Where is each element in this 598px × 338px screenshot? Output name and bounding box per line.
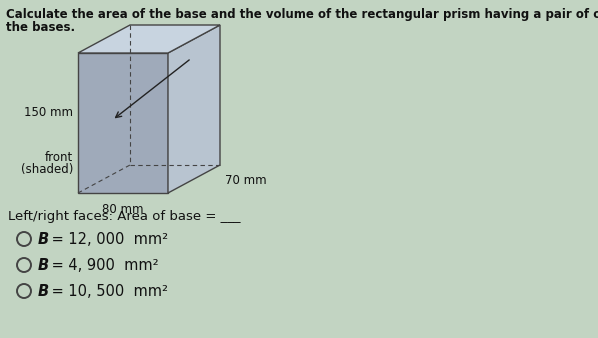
Text: B: B [38,284,49,298]
Text: B: B [38,232,49,246]
Polygon shape [78,25,220,53]
Text: the bases.: the bases. [6,21,75,34]
Text: 70 mm: 70 mm [225,173,267,187]
Polygon shape [78,53,168,193]
Text: Left/right faces: Area of base = ___: Left/right faces: Area of base = ___ [8,210,240,223]
Text: (shaded): (shaded) [20,163,73,176]
Text: 80 mm: 80 mm [102,203,144,216]
Text: Calculate the area of the base and the volume of the rectangular prism having a : Calculate the area of the base and the v… [6,8,598,21]
Text: = 12, 000  mm²: = 12, 000 mm² [47,232,168,246]
Polygon shape [168,25,220,193]
Text: front: front [45,151,73,164]
Text: B: B [38,258,49,272]
Text: 150 mm: 150 mm [24,106,73,120]
Text: = 10, 500  mm²: = 10, 500 mm² [47,284,168,298]
Text: = 4, 900  mm²: = 4, 900 mm² [47,258,158,272]
